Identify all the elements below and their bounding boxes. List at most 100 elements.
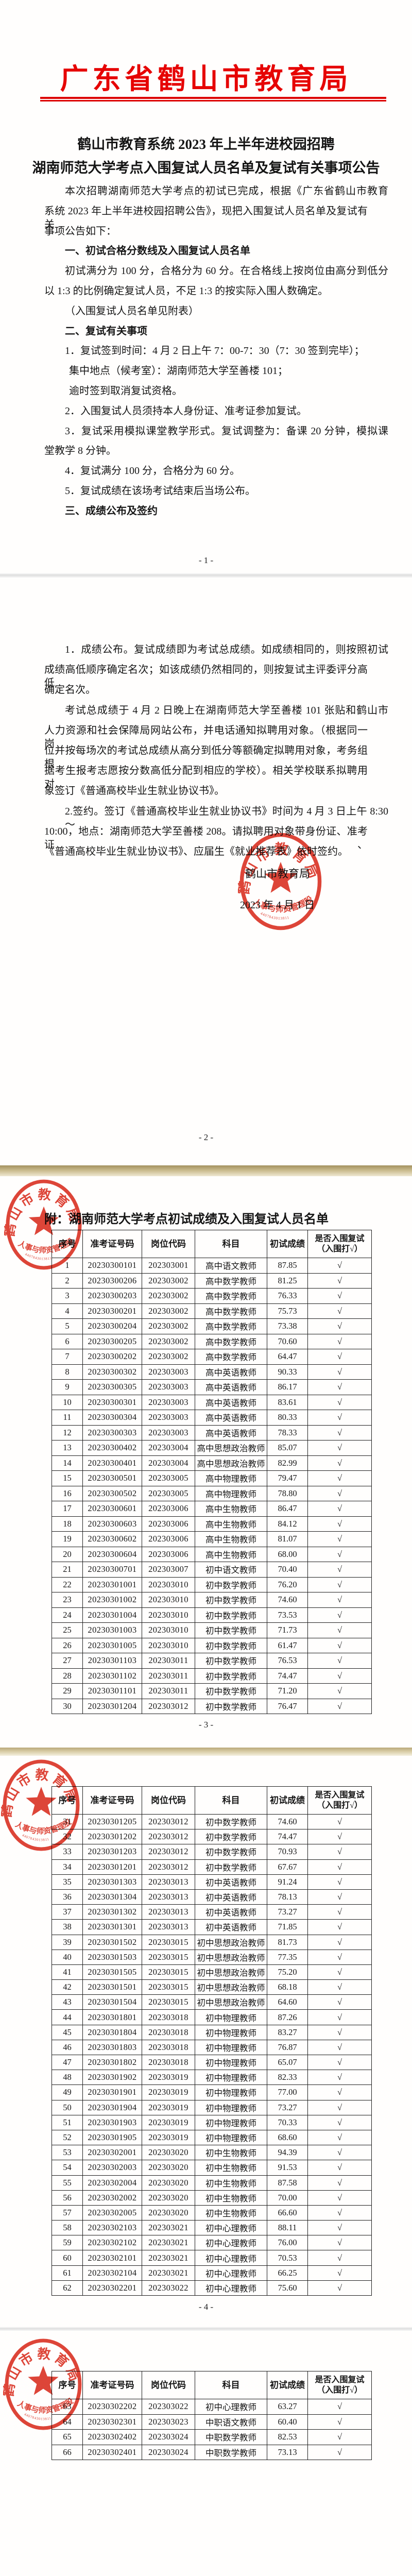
header-subject: 科目 [195, 1786, 267, 1815]
cell-first-test-score: 65.07 [267, 2054, 308, 2071]
cell-ticket-number: 20230301301 [82, 1919, 142, 1935]
body-line: 象签订《普通高校毕业生就业协议书》。 [44, 785, 225, 797]
cell-seq: 40 [52, 1949, 83, 1965]
table-row: 46 20230301803 202303018 初中物理教师 76.87 √ [52, 2039, 372, 2056]
cell-ticket-number: 20230301101 [82, 1683, 142, 1699]
roster-table-page5: 序号 准考证号码 岗位代码 科目 初试成绩 是否入围复试 （入围打√） 63 202303022… [52, 2371, 372, 2460]
cell-ticket-number: 20230302102 [82, 2235, 142, 2251]
cell-ticket-number: 20230302003 [82, 2160, 142, 2176]
cell-post-code: 202303012 [142, 1844, 195, 1860]
cell-first-test-score: 76.47 [267, 1698, 308, 1714]
cell-first-test-score: 68.60 [267, 2129, 308, 2146]
cell-seq: 12 [52, 1425, 83, 1440]
body-line: 3．复试采用模拟课堂教学形式。复试调整为：备课 20 分钟，模拟课 [65, 425, 388, 437]
body-line: 考试总成绩于 4 月 2 日晚上在湖南师范大学至善楼 101 张贴和鹤山市 [65, 704, 388, 716]
table-row: 16 20230300502 202303005 高中物理教师 78.80 √ [52, 1485, 372, 1501]
cell-post-code: 202303019 [142, 2129, 195, 2146]
cell-ticket-number: 20230300502 [82, 1485, 142, 1501]
table-row: 25 20230301003 202303010 初中数学教师 71.73 √ [52, 1622, 372, 1638]
cell-shortlisted: √ [307, 1410, 372, 1426]
cell-post-code: 202303006 [142, 1501, 195, 1517]
table-row: 41 20230301505 202303015 初中思想政治教师 75.20 √ [52, 1964, 372, 1980]
cell-post-code: 202303003 [142, 1364, 195, 1380]
cell-ticket-number: 20230300202 [82, 1349, 142, 1365]
cell-first-test-score: 94.39 [267, 2145, 308, 2161]
table-row: 53 20230302001 202303020 初中生物教师 94.39 √ [52, 2145, 372, 2161]
table-row: 38 20230301301 202303013 初中英语教师 71.85 √ [52, 1919, 372, 1935]
cell-first-test-score: 60.40 [267, 2414, 308, 2430]
cell-seq: 24 [52, 1607, 83, 1623]
cell-shortlisted: √ [307, 1333, 372, 1349]
body-line: 确定名次。 [44, 684, 96, 696]
cell-post-code: 202303021 [142, 2250, 195, 2266]
cell-post-code: 202303002 [142, 1318, 195, 1334]
cell-ticket-number: 20230301505 [82, 1964, 142, 1980]
cell-seq: 51 [52, 2114, 83, 2130]
page-number-1: - 1 - [198, 555, 214, 565]
cell-seq: 26 [52, 1637, 83, 1653]
cell-seq: 6 [52, 1333, 83, 1349]
cell-seq: 13 [52, 1440, 83, 1456]
cell-post-code: 202303020 [142, 2205, 195, 2221]
cell-seq: 38 [52, 1919, 83, 1935]
cell-post-code: 202303021 [142, 2235, 195, 2251]
cell-seq: 56 [52, 2190, 83, 2206]
cell-post-code: 202303012 [142, 1814, 195, 1830]
cell-post-code: 202303018 [142, 2039, 195, 2056]
cell-shortlisted: √ [307, 1994, 372, 2010]
cell-subject: 初中数学教师 [195, 1859, 267, 1875]
cell-subject: 初中物理教师 [195, 2024, 267, 2040]
body-line: 一、初试合格分数线及入围复试人员名单 [65, 245, 250, 257]
cell-subject: 初中语文教师 [195, 1562, 267, 1578]
body-line: 以 1:3 的比例确定复试人员，不足 1:3 的按实际入围人数确定。 [44, 285, 329, 297]
cell-first-test-score: 76.53 [267, 1653, 308, 1669]
cell-subject: 初中心理教师 [195, 2265, 267, 2281]
table-row: 62 20230302201 202303022 初中心理教师 75.60 √ [52, 2280, 372, 2296]
cell-seq: 48 [52, 2070, 83, 2086]
cell-subject: 初中数学教师 [195, 1829, 267, 1845]
cell-ticket-number: 20230302201 [82, 2280, 142, 2296]
cell-post-code: 202303002 [142, 1333, 195, 1349]
cell-ticket-number: 20230301205 [82, 1814, 142, 1830]
cell-post-code: 202303012 [142, 1859, 195, 1875]
cell-ticket-number: 20230301003 [82, 1622, 142, 1638]
table-row: 19 20230300602 202303006 高中生物教师 81.07 √ [52, 1531, 372, 1547]
cell-first-test-score: 77.00 [267, 2084, 308, 2100]
cell-shortlisted: √ [307, 1904, 372, 1920]
cell-post-code: 202303023 [142, 2414, 195, 2430]
cell-ticket-number: 20230301803 [82, 2039, 142, 2056]
cell-first-test-score: 68.00 [267, 1546, 308, 1562]
cell-subject: 初中生物教师 [195, 2205, 267, 2221]
document-title-line1: 鹤山市教育系统 2023 年上半年进校园招聘 [77, 137, 335, 152]
attachment-title: 附：湖南师范大学考点初试成绩及入围复试人员名单 [44, 1213, 329, 1226]
cell-ticket-number: 20230301203 [82, 1844, 142, 1860]
cell-first-test-score: 76.00 [267, 2235, 308, 2251]
cell-subject: 中职数学教师 [195, 2444, 267, 2460]
cell-first-test-score: 67.67 [267, 1859, 308, 1875]
cell-shortlisted: √ [307, 1668, 372, 1684]
table-row: 1 20230300101 202303001 高中语文教师 87.85 √ [52, 1258, 372, 1274]
cell-post-code: 202303011 [142, 1653, 195, 1669]
cell-first-test-score: 87.26 [267, 2009, 308, 2025]
cell-seq: 10 [52, 1394, 83, 1410]
body-line: 据考生报考志愿按分数高低分配到相应的学校）。相关学校联系拟聘用对 [44, 765, 368, 790]
cell-post-code: 202303015 [142, 1934, 195, 1950]
cell-first-test-score: 63.27 [267, 2399, 308, 2415]
cell-post-code: 202303015 [142, 1994, 195, 2010]
body-line: 二、复试有关事项 [65, 325, 147, 337]
cell-post-code: 202303011 [142, 1683, 195, 1699]
table-row: 42 20230301501 202303015 初中思想政治教师 68.18 √ [52, 1979, 372, 1995]
table-row: 44 20230301801 202303018 初中物理教师 87.26 √ [52, 2009, 372, 2025]
cell-shortlisted: √ [307, 1919, 372, 1935]
cell-first-test-score: 74.47 [267, 1829, 308, 1845]
cell-first-test-score: 73.38 [267, 1318, 308, 1334]
body-line: （入围复试人员名单见附表） [65, 305, 199, 317]
table-row: 57 20230302005 202303020 初中生物教师 66.60 √ [52, 2205, 372, 2221]
cell-ticket-number: 20230300602 [82, 1531, 142, 1547]
cell-first-test-score: 75.20 [267, 1964, 308, 1980]
table-row: 66 20230302401 202303024 中职数学教师 73.13 √ [52, 2444, 372, 2460]
cell-subject: 初中数学教师 [195, 1577, 267, 1592]
cell-subject: 初中数学教师 [195, 1653, 267, 1669]
cell-shortlisted: √ [307, 2235, 372, 2251]
